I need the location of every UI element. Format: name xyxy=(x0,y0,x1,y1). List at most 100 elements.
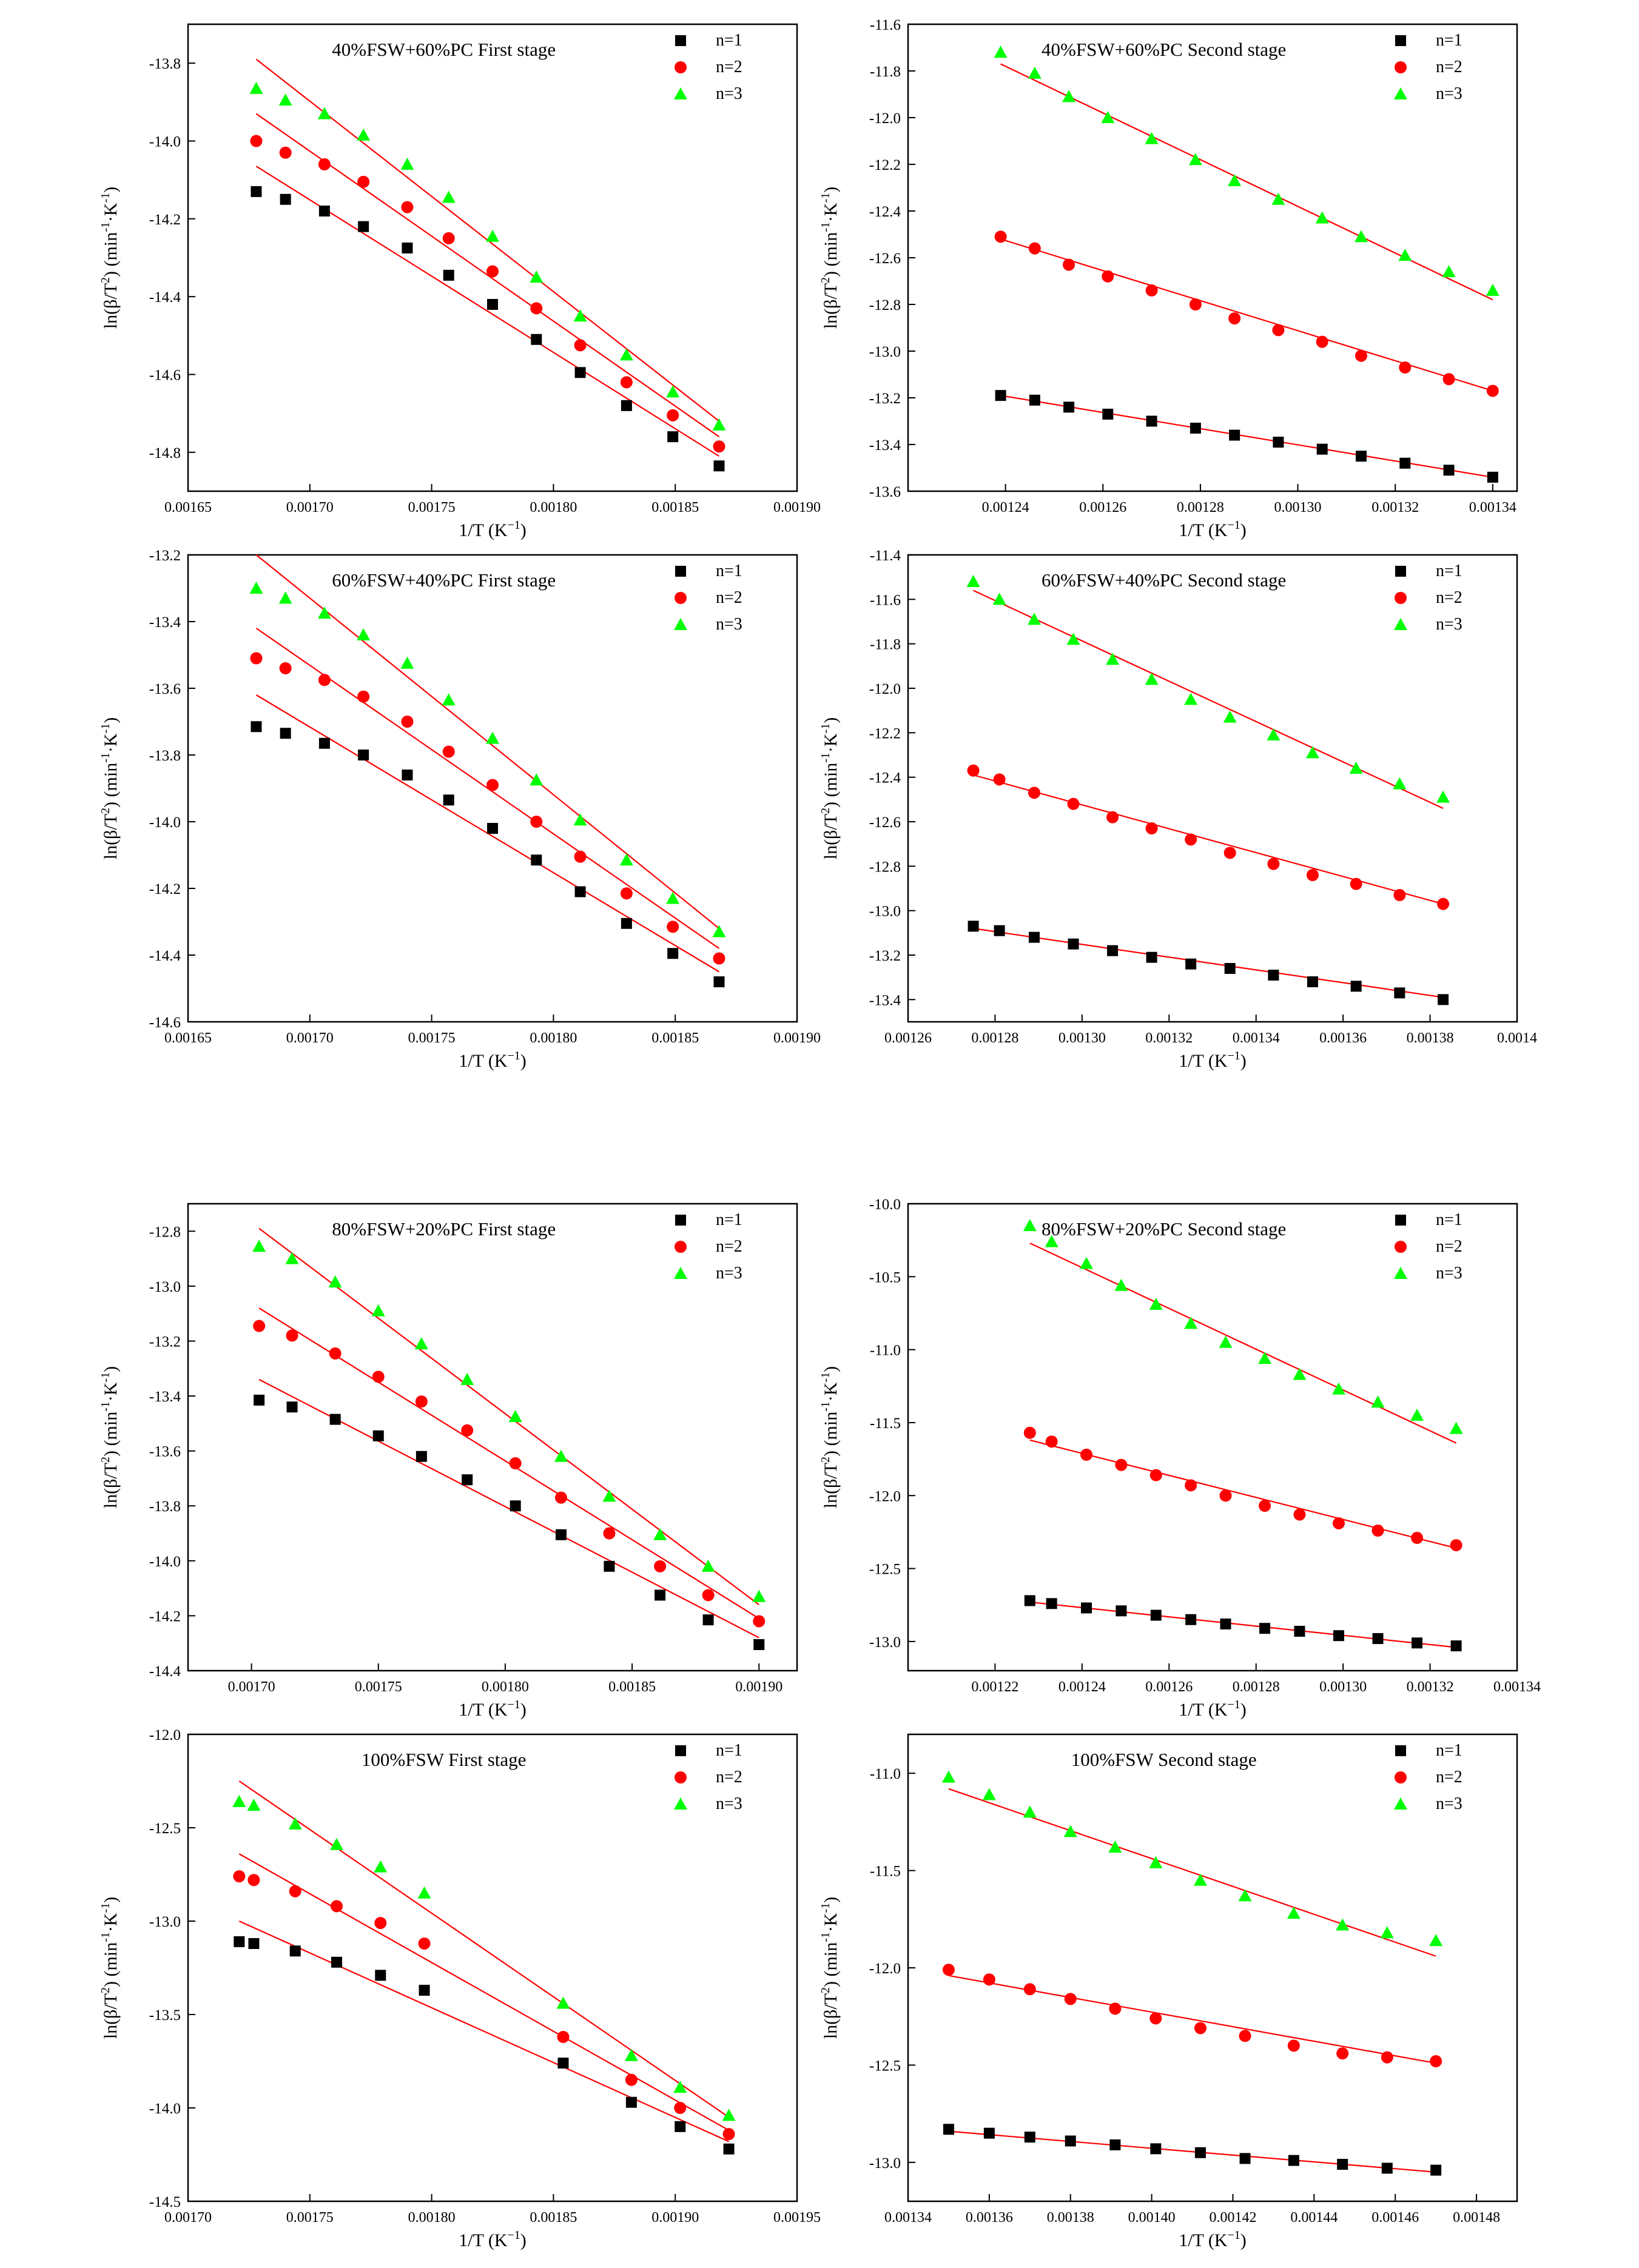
fit-line xyxy=(948,2130,1436,2173)
data-point xyxy=(530,302,543,315)
x-tick-label: 0.00140 xyxy=(1128,2210,1176,2226)
data-point xyxy=(1430,2164,1442,2176)
data-point xyxy=(1024,2132,1035,2143)
data-point xyxy=(983,1973,995,1986)
data-point xyxy=(1220,1619,1231,1629)
data-point xyxy=(1185,1614,1197,1625)
data-point xyxy=(1193,1873,1207,1886)
y-tick-label: -12.4 xyxy=(869,204,901,220)
x-tick-label: 0.00170 xyxy=(228,1679,275,1695)
data-point xyxy=(620,376,633,389)
legend-label: n=1 xyxy=(1436,562,1462,580)
fit-line xyxy=(238,1920,730,2142)
data-point xyxy=(1229,429,1240,441)
data-point xyxy=(1219,1489,1232,1502)
x-tick-label: 0.00130 xyxy=(1274,500,1322,515)
legend-label: n=2 xyxy=(716,58,742,76)
data-point xyxy=(414,1337,428,1349)
fit-line xyxy=(1029,1601,1456,1648)
y-axis-label: ln(β/T2) (min-1·K-1) xyxy=(99,187,121,329)
y-tick-label: -13.4 xyxy=(149,614,181,631)
data-point xyxy=(1185,1479,1197,1492)
x-tick-label: 0.00130 xyxy=(1319,1679,1367,1695)
legend-marker xyxy=(1394,618,1407,630)
x-tick-label: 0.00175 xyxy=(408,500,456,515)
data-point xyxy=(1410,1408,1424,1421)
data-point xyxy=(318,206,330,216)
y-tick-label: -11.8 xyxy=(870,637,901,653)
data-point xyxy=(1349,762,1363,774)
data-point xyxy=(400,158,414,170)
x-tick-label: 0.00185 xyxy=(530,2210,577,2226)
data-point xyxy=(375,1970,386,1981)
x-tick-label: 0.00122 xyxy=(971,1679,1018,1695)
data-point xyxy=(1437,897,1450,910)
data-point xyxy=(531,854,542,866)
data-point xyxy=(331,1956,342,1968)
legend-marker xyxy=(674,1797,687,1810)
legend-label: n=1 xyxy=(716,1741,742,1760)
data-point xyxy=(415,1395,428,1408)
data-point xyxy=(358,750,369,760)
data-point xyxy=(460,1372,474,1385)
chart-title: 40%FSW+60%PC First stage xyxy=(332,39,556,60)
legend-label: n=1 xyxy=(716,31,742,50)
data-point xyxy=(1109,2002,1122,2015)
data-point xyxy=(702,1589,715,1602)
fit-line xyxy=(973,589,1444,809)
data-point xyxy=(251,721,262,733)
data-point xyxy=(1115,1458,1128,1471)
fit-line xyxy=(948,1974,1436,2064)
legend-marker xyxy=(674,618,687,630)
data-point xyxy=(317,107,331,119)
legend-label: n=2 xyxy=(716,1768,742,1787)
x-tick-label: 0.00134 xyxy=(884,2210,932,2226)
data-point xyxy=(1450,1640,1462,1652)
x-tick-label: 0.00128 xyxy=(1233,1679,1280,1695)
x-axis-label: 1/T (K−1) xyxy=(459,2229,527,2250)
data-point xyxy=(619,348,633,361)
y-tick-label: -14.4 xyxy=(149,289,181,306)
y-tick-label: -14.0 xyxy=(149,814,181,831)
data-point xyxy=(531,334,542,345)
data-point xyxy=(667,409,679,421)
data-point xyxy=(713,976,725,987)
data-point xyxy=(1146,951,1157,963)
data-point xyxy=(443,794,454,806)
data-point xyxy=(1293,1508,1306,1521)
legend: n=1 n=2 n=3 xyxy=(1394,31,1462,103)
chart-panel-6: 0.00122 0.00124 0.00126 0.00128 0.00130 0.001… xyxy=(819,1196,1541,1720)
y-tick-label: -12.0 xyxy=(869,110,901,127)
legend-label: n=3 xyxy=(1436,1264,1462,1283)
data-point xyxy=(620,887,633,900)
legend-label: n=1 xyxy=(716,562,742,580)
data-point xyxy=(1194,2022,1207,2035)
y-tick-label: -13.4 xyxy=(869,437,901,454)
data-point xyxy=(966,575,980,587)
data-point xyxy=(1450,1539,1462,1552)
data-point xyxy=(530,270,544,283)
data-point xyxy=(993,773,1006,786)
legend: n=1 n=2 n=3 xyxy=(674,1210,742,1283)
data-point xyxy=(443,269,454,281)
data-point xyxy=(943,2124,954,2135)
y-tick-label: -14.2 xyxy=(149,212,181,228)
fit-line xyxy=(258,1227,759,1606)
data-point xyxy=(442,190,456,203)
data-point xyxy=(357,690,370,703)
data-point xyxy=(557,2058,569,2069)
data-point xyxy=(1150,2143,1162,2155)
y-tick-label: -12.0 xyxy=(869,681,901,697)
data-point xyxy=(1259,1623,1271,1634)
data-point xyxy=(1293,1367,1307,1380)
data-point xyxy=(994,230,1007,243)
data-point xyxy=(250,652,263,665)
data-point xyxy=(1116,1605,1127,1617)
data-point xyxy=(1107,945,1119,956)
y-tick-label: -10.5 xyxy=(869,1269,901,1286)
data-point xyxy=(1337,2159,1348,2170)
data-point xyxy=(402,242,413,253)
data-point xyxy=(712,418,726,431)
data-point xyxy=(1332,1517,1345,1529)
